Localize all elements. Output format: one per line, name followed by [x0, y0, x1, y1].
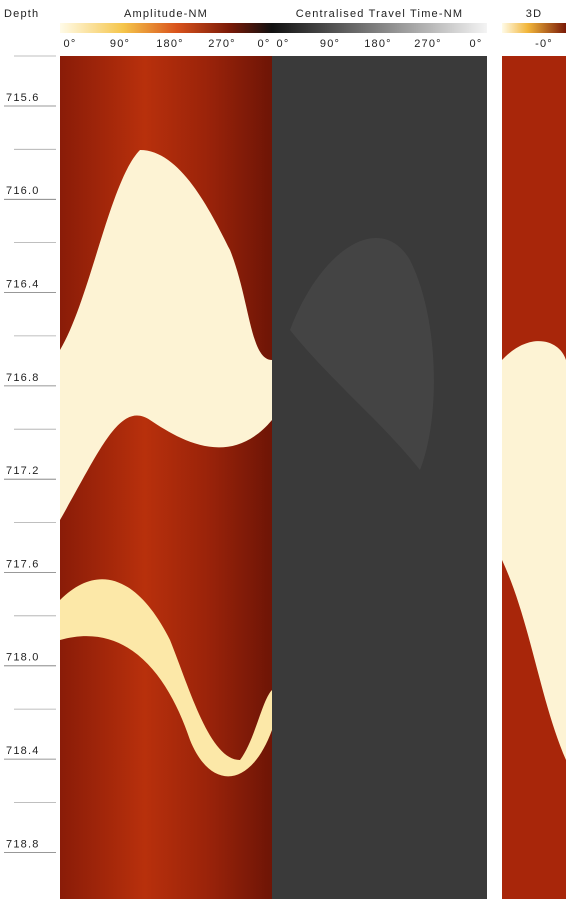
depth-label: 718.0 — [6, 652, 40, 664]
azimuth-label: 0° — [64, 38, 77, 50]
depth-label: 717.6 — [6, 558, 40, 570]
azimuth-label: 0° — [258, 38, 271, 50]
azimuth-label: 270° — [414, 38, 442, 50]
track-title: 3D — [526, 8, 542, 20]
depth-header: Depth — [4, 8, 39, 20]
track-title: Centralised Travel Time-NM — [296, 8, 464, 20]
depth-label: 715.6 — [6, 92, 40, 104]
azimuth-label: 0° — [277, 38, 290, 50]
images — [60, 56, 566, 899]
azimuth-label: 0° — [470, 38, 483, 50]
azimuth-label: 90° — [110, 38, 130, 50]
azimuth-label: 90° — [320, 38, 340, 50]
azimuth-label: 180° — [156, 38, 184, 50]
azimuth-label: 270° — [208, 38, 236, 50]
azimuth-label: 180° — [364, 38, 392, 50]
track-title: Amplitude-NM — [124, 8, 208, 20]
color-bar — [272, 23, 487, 33]
depth-label: 718.8 — [6, 838, 40, 850]
depth-label: 716.4 — [6, 279, 40, 291]
depth-label: 718.4 — [6, 745, 40, 757]
travel-time-image — [272, 56, 487, 899]
depth-label: 716.8 — [6, 372, 40, 384]
color-bar — [502, 23, 566, 33]
color-bar — [60, 23, 272, 33]
depth-label: 716.0 — [6, 185, 40, 197]
depth-label: 717.2 — [6, 465, 40, 477]
azimuth-label: -0° — [535, 38, 553, 50]
log-figure: Depth Amplitude-NM 0° 90° 180° 270° 0° Central… — [0, 0, 566, 899]
